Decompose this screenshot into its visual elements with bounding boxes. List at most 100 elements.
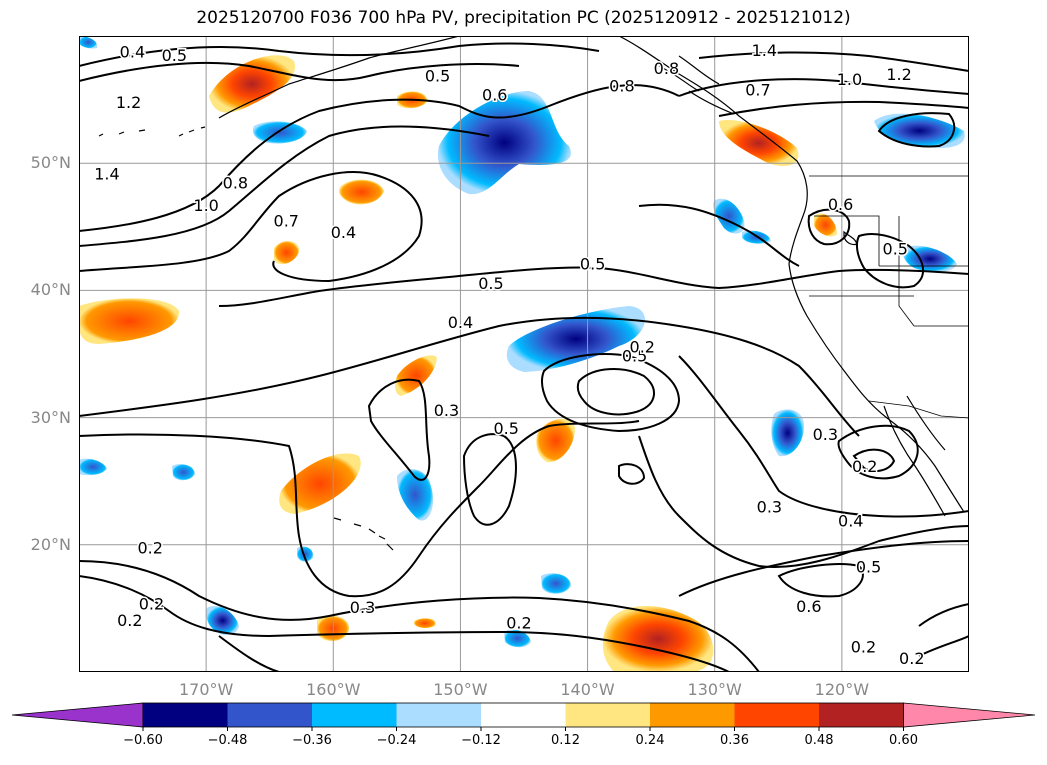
colorbar-tick-label: 0.24: [635, 733, 665, 748]
contour-line: [718, 100, 969, 117]
contour-label: 0.8: [609, 77, 634, 96]
contour-label: 0.3: [813, 425, 838, 444]
colorbar-tick-label: 0.48: [804, 733, 834, 748]
colorbar-tick-label: 0.60: [889, 733, 918, 748]
contour-line: [698, 51, 969, 72]
contour-line: [79, 420, 640, 598]
precip-blob: [536, 418, 575, 463]
contour-label: 1.4: [94, 164, 119, 183]
contour-label: 0.3: [757, 498, 782, 517]
precip-blob: [414, 618, 436, 629]
precip-blob: [397, 469, 434, 521]
contour-label: 0.2: [506, 613, 531, 632]
contour-line: [218, 635, 280, 672]
colorbar-extend-max: [903, 702, 1036, 728]
contour-label: 0.3: [434, 401, 459, 420]
longitude-tick-label: 150°W: [433, 680, 488, 699]
contour-label: 0.2: [137, 538, 162, 557]
chart-title: 2025120700 F036 700 hPa PV, precipitatio…: [196, 8, 851, 28]
colorbar-tick-label: 0.12: [551, 733, 580, 748]
gridlines: [79, 36, 969, 672]
contour-label: 0.4: [838, 512, 863, 531]
contour-label: 0.2: [851, 638, 876, 657]
colorbar-segment: [734, 703, 819, 727]
political-borders: [809, 175, 969, 419]
colorbar-tick-label: −0.48: [207, 733, 248, 748]
contour-label: 0.2: [852, 457, 877, 476]
precip-blob: [79, 298, 180, 344]
contour-line: [79, 575, 730, 672]
contour-label: 0.6: [796, 597, 821, 616]
contour-label: 0.4: [448, 313, 473, 332]
precip-blob: [437, 91, 571, 195]
precip-blob: [297, 546, 314, 562]
baja-coast: [883, 395, 946, 517]
contour-label: 0.2: [117, 611, 142, 630]
contour-label: 0.5: [425, 66, 450, 85]
contour-line: [79, 171, 423, 283]
contour-line: [79, 316, 860, 437]
precip-blob: [902, 245, 957, 273]
contour-label: 0.6: [828, 195, 853, 214]
state-borders: [809, 215, 969, 327]
contour-labels: 0.4 0.5 1.2 1.4 0.8 1.0 0.7 0.4 0.5 0.5 0.4 0.5 0.6 0…: [93, 39, 926, 669]
contour-label: 0.5: [580, 255, 605, 274]
colorbar-segment: [650, 703, 735, 727]
contour-label: 0.5: [478, 274, 503, 293]
contour-label: 1.2: [116, 93, 141, 112]
contour-label: 0.5: [883, 239, 908, 258]
longitude-tick-label: 140°W: [560, 680, 615, 699]
contour-line: [79, 560, 760, 672]
precip-blob: [771, 409, 804, 457]
precip-blob: [172, 464, 195, 481]
contour-line: [678, 540, 969, 597]
contour-line: [852, 448, 896, 473]
precip-blob: [274, 241, 300, 265]
contour-line: [638, 435, 969, 568]
colorbar-tick-label: −0.60: [123, 733, 163, 748]
colorbar-tick-label: 0.36: [720, 733, 749, 748]
contour-line: [777, 563, 864, 598]
contour-label: 0.4: [331, 223, 356, 242]
precip-blob: [874, 113, 965, 148]
contour-label: 0.8: [223, 173, 248, 192]
latitude-tick-label: 50°N: [30, 153, 71, 173]
coastlines: [98, 36, 965, 551]
contour-line: [618, 463, 646, 485]
precip-blob: [602, 606, 714, 672]
colorbar-segment: [312, 703, 397, 727]
contour-line: [855, 233, 924, 289]
contour-line: [678, 78, 969, 97]
contour-label: 1.0: [193, 196, 218, 215]
contour-line: [218, 266, 969, 307]
precip-blob: [339, 179, 384, 205]
contour-line: [79, 84, 680, 232]
contour-line: [462, 433, 517, 526]
contour-label: 0.5: [856, 557, 881, 576]
precip-blob: [209, 55, 295, 113]
contour-line: [367, 378, 431, 481]
colorbar-segment: [227, 703, 312, 727]
contour-label: 1.4: [752, 41, 777, 60]
precip-blob: [541, 573, 571, 594]
precip-blob: [814, 213, 837, 237]
contour-label: 0.3: [350, 598, 375, 617]
precip-blob: [395, 355, 437, 396]
precip-blob: [279, 453, 361, 514]
contour-line: [807, 208, 851, 246]
us-mexico-border: [868, 400, 969, 419]
colorbar-frame: [142, 702, 904, 728]
colorbar-tick-label: −0.12: [461, 733, 501, 748]
map-panel: 0.4 0.5 1.2 1.4 0.8 1.0 0.7 0.4 0.5 0.5 0.4 0.5 0.6 0…: [79, 36, 969, 672]
contour-label: 1.2: [886, 65, 911, 84]
colorbar-segment: [481, 703, 566, 727]
contour-label: 0.6: [482, 86, 507, 105]
latitude-tick-label: 30°N: [30, 407, 71, 427]
longitude-tick-label: 160°W: [306, 680, 361, 699]
north-america-coast: [618, 36, 965, 513]
contour-line: [541, 353, 681, 433]
longitude-tick-label: 120°W: [814, 680, 870, 699]
precip-negative-anomalies: [79, 36, 965, 648]
contour-line: [837, 424, 919, 480]
precip-blob: [206, 606, 239, 635]
